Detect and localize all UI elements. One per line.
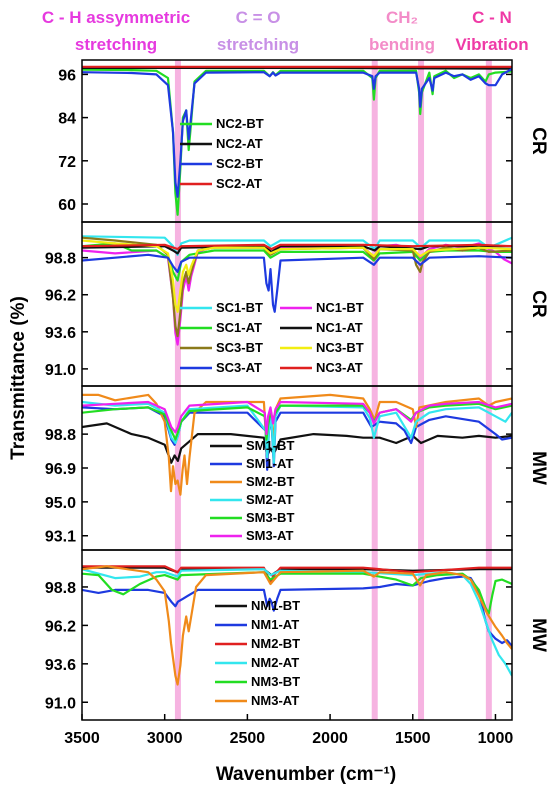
y-tick-label: 72 xyxy=(58,154,76,171)
x-tick-label: 3000 xyxy=(147,730,183,747)
series-line-NC1-BT xyxy=(82,242,512,346)
series-line-NC3-BT xyxy=(82,239,512,313)
legend-label: NC3-BT xyxy=(316,340,364,355)
y-tick-label: 93.1 xyxy=(45,529,76,546)
legend-label: SM1-AT xyxy=(246,456,293,471)
y-tick-label: 98.8 xyxy=(45,251,76,268)
legend-label: NM3-BT xyxy=(251,674,300,689)
legends: NC2-BT NC2-AT SC2-BT SC2-AT SC1-BT NC1-BT SC1-… xyxy=(180,116,364,708)
legend-label: SM1-BT xyxy=(246,438,294,453)
x-tick-label: 1000 xyxy=(478,730,514,747)
panel-2-series xyxy=(82,393,512,496)
y-tick-label: 93.6 xyxy=(45,657,76,674)
legend-label: NC1-AT xyxy=(316,320,363,335)
legend-label: NC2-AT xyxy=(216,136,263,151)
y-tick-label: 96.2 xyxy=(45,618,76,635)
y-tick-label: 84 xyxy=(58,111,76,128)
y-tick-label: 96.2 xyxy=(45,288,76,305)
x-axis: 3500 3000 2500 2000 1500 1000 xyxy=(64,714,513,747)
y-tick-label: 60 xyxy=(58,197,76,214)
legend-label: NM3-AT xyxy=(251,693,299,708)
y-tick-label: 91.0 xyxy=(45,695,76,712)
panel-side-label: CR xyxy=(528,290,549,318)
y-tick-label: 95.0 xyxy=(45,495,76,512)
legend-label: SC3-BT xyxy=(216,340,263,355)
y-axes: 96 84 72 60 CR 98.8 96.2 93.6 91.0 CR 98.8 96.9 95.0… xyxy=(45,67,549,712)
series-line-NM3-AT xyxy=(82,565,512,686)
y-tick-label: 91.0 xyxy=(45,362,76,379)
x-tick-label: 2000 xyxy=(312,730,348,747)
panel-0-series xyxy=(82,65,512,216)
highlight-bands xyxy=(174,60,492,720)
y-tick-label: 96.9 xyxy=(45,461,76,478)
highlight-band-2 xyxy=(418,60,425,720)
annotation-line1-1: C = O xyxy=(236,8,281,27)
panel-1-series xyxy=(82,235,512,346)
annotation-line1-0: C - H assymmetric xyxy=(42,8,190,27)
spectra-panels xyxy=(82,65,512,686)
legend-label: SM2-BT xyxy=(246,474,294,489)
panel-side-label: MW xyxy=(528,618,549,652)
series-line-SM1-AT xyxy=(82,406,512,471)
legend-label: NM1-AT xyxy=(251,617,299,632)
series-line-NM3-BT xyxy=(82,571,512,615)
panel-frame-0 xyxy=(81,59,513,223)
legend-label: NC1-BT xyxy=(316,300,364,315)
panel-3-series xyxy=(82,565,512,686)
legend-label: NC3-AT xyxy=(316,360,363,375)
legend-label: NM2-BT xyxy=(251,636,300,651)
series-line-SM2-AT xyxy=(82,400,512,464)
y-tick-label: 93.6 xyxy=(45,325,76,342)
x-tick-label: 2500 xyxy=(230,730,266,747)
legend-label: SC2-AT xyxy=(216,176,262,191)
panel-side-label: MW xyxy=(528,451,549,485)
panel-frame-3 xyxy=(81,549,513,721)
y-tick-label: 98.8 xyxy=(45,427,76,444)
x-tick-label: 1500 xyxy=(395,730,431,747)
highlight-band-0 xyxy=(174,60,181,720)
legend-label: SC3-AT xyxy=(216,360,262,375)
series-line-NC2-AT xyxy=(82,66,512,70)
legend-label: SM3-BT xyxy=(246,510,294,525)
annotation-line2-0: stretching xyxy=(75,35,157,54)
y-axis-label: Transmittance (%) xyxy=(8,296,29,460)
y-tick-label: 98.8 xyxy=(45,580,76,597)
series-line-NC3-AT xyxy=(82,243,512,251)
legend-label: SM3-AT xyxy=(246,528,293,543)
panel-frames xyxy=(81,59,513,721)
series-line-NC1-AT xyxy=(82,245,512,255)
series-line-SM3-AT xyxy=(82,400,512,436)
top-annotations: C - H assymmetric stretching C = O stretchi… xyxy=(42,8,529,54)
panel-side-label: CR xyxy=(528,127,549,155)
annotation-line2-1: stretching xyxy=(217,35,299,54)
panel-frame-2 xyxy=(81,385,513,551)
x-axis-label: Wavenumber (cm⁻¹) xyxy=(216,764,396,785)
legend-label: SC1-BT xyxy=(216,300,263,315)
highlight-band-3 xyxy=(485,60,492,720)
legend-label: SM2-AT xyxy=(246,492,293,507)
series-line-SM1-BT xyxy=(82,422,512,464)
series-line-SC3-AT xyxy=(82,253,512,313)
x-tick-label: 3500 xyxy=(64,730,100,747)
annotation-line2-2: bending xyxy=(369,35,435,54)
legend-label: SC1-AT xyxy=(216,320,262,335)
legend-label: NC2-BT xyxy=(216,116,264,131)
legend-label: SC2-BT xyxy=(216,156,263,171)
annotation-line1-2: CH₂ xyxy=(386,8,418,27)
series-line-NC2-BT xyxy=(82,68,512,216)
series-line-SC2-BT xyxy=(82,68,512,198)
legend-label: NM2-AT xyxy=(251,655,299,670)
annotation-line1-3: C - N xyxy=(472,8,512,27)
legend-label: NM1-BT xyxy=(251,598,300,613)
annotation-line2-3: Vibration xyxy=(455,35,528,54)
y-tick-label: 96 xyxy=(58,67,76,84)
highlight-band-1 xyxy=(371,60,378,720)
